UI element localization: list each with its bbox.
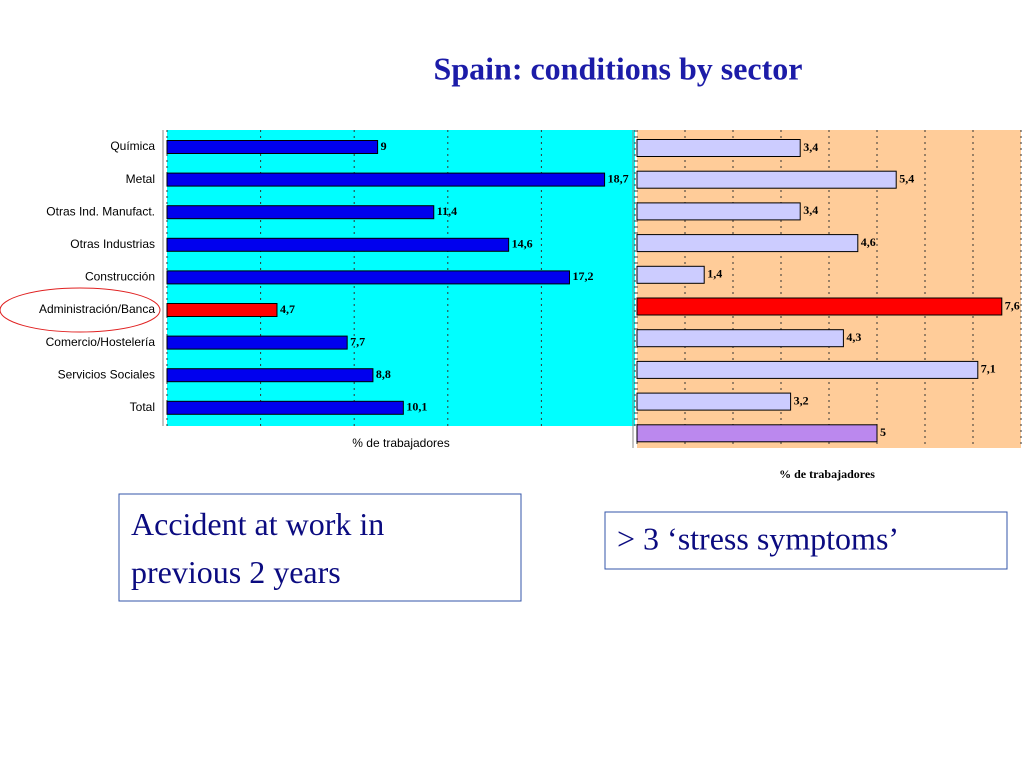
category-label: Otras Ind. Manufact. (46, 204, 155, 218)
value-label: 17,2 (572, 269, 593, 283)
category-label: Administración/Banca (39, 302, 155, 316)
value-label: 10,1 (406, 400, 427, 414)
value-label: 3,2 (794, 393, 809, 407)
bar (636, 424, 878, 443)
value-label: 5,4 (899, 171, 914, 185)
x-axis-label: % de trabajadores (779, 467, 875, 481)
bar (636, 202, 801, 221)
category-label: Total (130, 400, 155, 414)
value-label: 7,6 (1005, 298, 1020, 312)
bar (166, 335, 348, 350)
value-label: 4,6 (861, 235, 876, 249)
value-label: 9 (381, 139, 387, 153)
value-label: 3,4 (803, 140, 818, 154)
charts: 9 Química 18,7 Metal 11,4 Otras Ind. Manufact… (0, 130, 1022, 481)
bar (636, 297, 1003, 316)
bar (636, 392, 792, 411)
bar (636, 139, 801, 157)
value-label: 11,4 (437, 204, 457, 218)
category-label: Química (110, 139, 155, 153)
caption: Accident at work in previous 2 years (131, 506, 384, 590)
value-label: 14,6 (512, 237, 533, 251)
bar (166, 400, 404, 415)
value-label: 1,4 (707, 267, 722, 281)
bar (166, 270, 570, 285)
bar (166, 140, 379, 154)
value-label: 7,7 (350, 334, 365, 348)
bar (166, 303, 278, 317)
x-axis-label: % de trabajadores (352, 436, 449, 450)
value-label: 8,8 (376, 367, 391, 381)
bar (636, 329, 844, 348)
bar (636, 170, 897, 189)
caption-box (118, 493, 522, 602)
bar (636, 265, 705, 284)
bar (636, 360, 979, 379)
category-label: Servicios Sociales (58, 367, 155, 381)
slide-title: Spain: conditions by sector (434, 50, 803, 86)
bar (166, 205, 435, 220)
value-label: 4,7 (280, 302, 295, 316)
caption: > 3 ‘stress symptoms’ (617, 520, 899, 556)
highlight-ellipse (0, 287, 161, 333)
bar (636, 234, 859, 253)
value-label: 18,7 (608, 171, 629, 185)
value-label: 7,1 (981, 362, 996, 376)
category-label: Otras Industrias (70, 237, 155, 251)
category-label: Construcción (85, 270, 155, 284)
bar (166, 172, 606, 187)
category-label: Comercio/Hostelería (46, 335, 156, 349)
bar (166, 368, 374, 383)
bar (166, 237, 510, 252)
value-label: 3,4 (803, 203, 818, 217)
value-label: 4,3 (846, 330, 861, 344)
value-label: 5 (880, 425, 886, 439)
category-label: Metal (126, 172, 155, 186)
caption-box (604, 511, 1008, 570)
